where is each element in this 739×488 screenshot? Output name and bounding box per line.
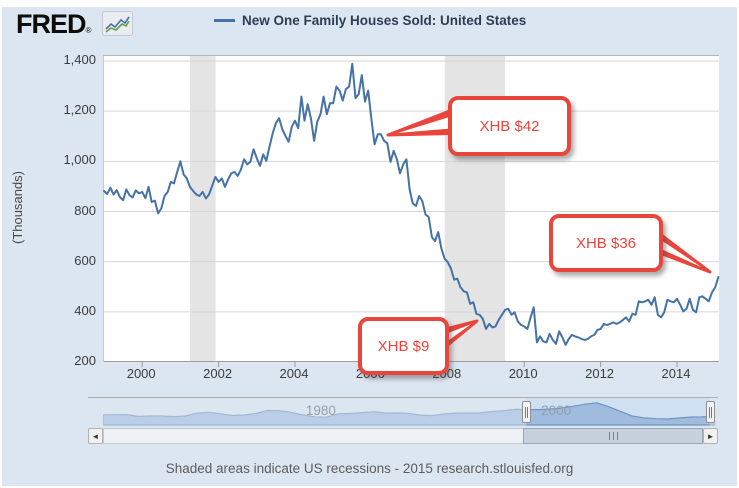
data-series-line [103, 62, 720, 346]
x-tick-label: 2012 [585, 366, 615, 381]
y-tick-label: 1,400 [63, 52, 96, 68]
legend: New One Family Houses Sold: United State… [214, 12, 526, 28]
y-tick-label: 800 [74, 202, 96, 218]
scroll-left-arrow-icon[interactable]: ◄ [88, 428, 103, 444]
y-axis-title: (Thousands) [10, 171, 25, 245]
callout-xhb-9: XHB $9 [358, 317, 449, 375]
callout-label: XHB $9 [377, 337, 430, 355]
callout-xhb-42: XHB $42 [448, 96, 571, 156]
callout-label: XHB $42 [479, 117, 540, 135]
y-tick-label: 1,200 [63, 102, 96, 118]
registered-mark: ® [85, 26, 92, 35]
minimap-year-label: 1980 [305, 403, 336, 418]
scrollbar-thumb[interactable] [523, 428, 703, 444]
y-tick-label: 200 [74, 353, 96, 368]
callout-xhb-36: XHB $36 [549, 214, 663, 272]
fred-logo: FRED® [16, 9, 92, 39]
series-swatch [214, 18, 235, 22]
y-tick-label: 600 [74, 252, 96, 268]
line-chart-icon [102, 11, 133, 36]
x-tick-label: 2004 [279, 366, 309, 381]
x-tick-label: 2014 [661, 366, 691, 381]
scroll-right-arrow-icon[interactable]: ► [703, 428, 718, 444]
minimap-year-label: 2000 [541, 403, 572, 418]
series-title: New One Family Houses Sold: United State… [242, 12, 527, 28]
main-plot-area [103, 55, 720, 367]
y-tick-label: 400 [74, 302, 96, 318]
minimap-top-border [88, 397, 718, 398]
recession-band [189, 56, 216, 362]
x-tick-label: 2002 [203, 366, 233, 381]
x-tick-label: 2000 [126, 366, 156, 381]
minimap-chart [103, 398, 718, 426]
footer-note: Shaded areas indicate US recessions - 20… [165, 461, 574, 476]
x-tick-label: 2010 [508, 366, 538, 381]
range-handle-left[interactable] [522, 401, 532, 423]
thumb-grip-icon [608, 432, 610, 440]
callout-label: XHB $36 [575, 234, 637, 252]
y-tick-label: 1,000 [63, 152, 96, 168]
range-handle-right[interactable] [705, 401, 715, 423]
